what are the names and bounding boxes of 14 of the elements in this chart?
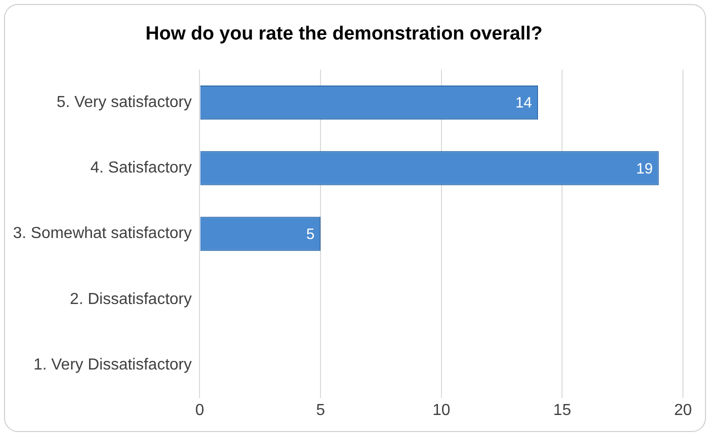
- x-tick-label: 5: [316, 402, 326, 419]
- y-tick-label: 1. Very Dissatisfactory: [33, 356, 192, 374]
- data-label: 5: [306, 226, 315, 243]
- y-tick-label: 2. Dissatisfactory: [70, 290, 192, 308]
- data-label: 19: [636, 160, 653, 178]
- x-tick-label: 10: [432, 402, 450, 419]
- y-tick-label: 3. Somewhat satisfactory: [12, 225, 192, 242]
- data-label: 14: [515, 94, 532, 112]
- x-tick-label: 15: [553, 402, 572, 419]
- y-tick-label: 5. Very satisfactory: [56, 94, 192, 112]
- x-tick-label: 20: [674, 402, 692, 419]
- x-tick-label: 0: [195, 402, 204, 419]
- y-tick-label: 4. Satisfactory: [90, 160, 192, 177]
- chart-title: How do you rate the demonstration overall?: [146, 24, 542, 45]
